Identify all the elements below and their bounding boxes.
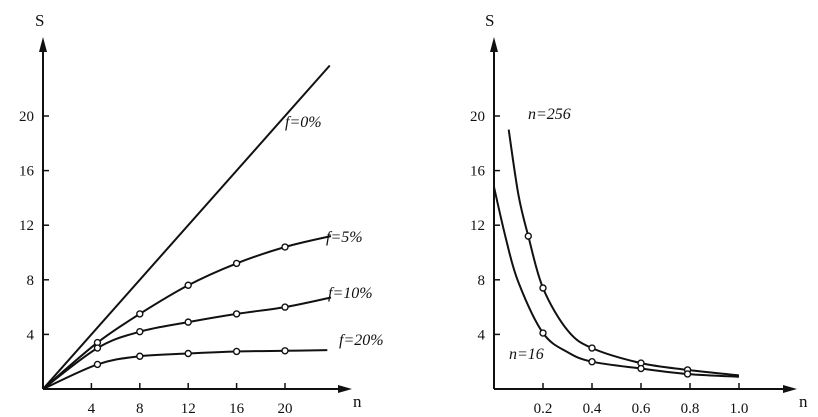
- left-x-axis-label: n: [353, 392, 362, 411]
- right-y-tick-label: 12: [470, 218, 485, 234]
- right-y-axis-label: S: [485, 11, 494, 30]
- right-x-arrow: [783, 385, 797, 393]
- right-series-point: [588, 344, 596, 352]
- left-series-point: [184, 318, 192, 326]
- right-series-line: [507, 129, 740, 377]
- left-y-tick-label: 4: [27, 327, 35, 343]
- left-chart: S n 4 8 12 16 20 4 8 12 16 20 f=0% f=5% f=10% f=2…: [19, 11, 384, 417]
- right-y-tick-label: 4: [478, 327, 486, 343]
- right-x-tick-label: 0.6: [632, 401, 651, 417]
- left-x-tick-label: 8: [136, 401, 144, 417]
- right-series: [493, 129, 740, 378]
- right-series-point: [588, 358, 596, 366]
- left-y-tick-label: 8: [27, 273, 35, 289]
- left-y-arrow: [39, 37, 47, 52]
- series-label-f20: f=20%: [339, 332, 384, 349]
- left-series-point: [281, 303, 289, 311]
- right-y-tick-label: 20: [470, 109, 485, 125]
- left-series-point: [281, 347, 289, 355]
- right-x-tick-label: 0.8: [681, 401, 700, 417]
- left-series-point: [136, 327, 144, 336]
- left-series-point: [93, 344, 102, 352]
- right-y-arrow: [490, 37, 498, 52]
- left-series-line: [42, 296, 332, 390]
- left-series-point: [184, 349, 192, 358]
- right-y-tick-label: 8: [478, 273, 486, 289]
- left-series-point: [281, 243, 289, 251]
- left-series-line: [42, 64, 331, 390]
- left-series-point: [184, 281, 192, 289]
- right-ticks: 4 8 12 16 20 0.2 0.4 0.6 0.8 1.0: [470, 109, 748, 417]
- right-series-line: [493, 186, 740, 378]
- left-series-line: [42, 235, 332, 390]
- left-series-point: [136, 352, 144, 360]
- left-y-axis-label: S: [35, 11, 44, 30]
- left-x-tick-label: 4: [88, 401, 96, 417]
- series-label-n16: n=16: [509, 346, 544, 363]
- right-chart: S n 4 8 12 16 20 0.2 0.4 0.6 0.8 1.0 n=256 n=16: [470, 11, 808, 417]
- left-series-point: [136, 310, 144, 318]
- right-series-point: [539, 329, 547, 337]
- right-series-point: [683, 370, 692, 378]
- series-label-f10: f=10%: [328, 285, 373, 302]
- series-label-n256: n=256: [528, 106, 571, 123]
- right-y-tick-label: 16: [470, 164, 486, 180]
- left-series-point: [232, 347, 241, 356]
- left-x-tick-label: 12: [181, 401, 196, 417]
- right-x-tick-label: 0.4: [583, 401, 602, 417]
- left-series-point: [232, 259, 241, 268]
- right-series-point: [524, 232, 532, 240]
- right-series-point: [637, 364, 645, 373]
- left-y-tick-label: 16: [19, 164, 35, 180]
- left-series-point: [232, 310, 241, 318]
- left-x-tick-label: 16: [229, 401, 245, 417]
- left-series: [42, 64, 332, 390]
- left-y-tick-label: 12: [19, 218, 34, 234]
- right-x-tick-label: 0.2: [534, 401, 553, 417]
- series-label-f5: f=5%: [326, 229, 363, 246]
- right-series-point: [539, 284, 547, 292]
- left-ticks: 4 8 12 16 20 4 8 12 16 20: [19, 109, 293, 417]
- right-x-axis-label: n: [799, 392, 808, 411]
- left-series-point: [93, 360, 102, 369]
- right-x-tick-label: 1.0: [730, 401, 749, 417]
- left-x-arrow: [338, 385, 352, 393]
- series-label-f0: f=0%: [285, 114, 322, 131]
- left-x-tick-label: 20: [278, 401, 293, 417]
- left-y-tick-label: 20: [19, 109, 34, 125]
